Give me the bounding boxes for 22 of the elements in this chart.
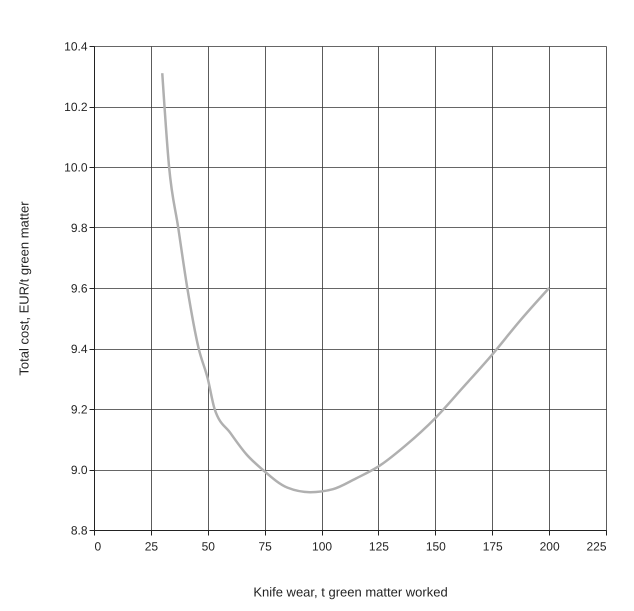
x-tick-label: 100 — [312, 540, 332, 554]
x-axis-title: Knife wear, t green matter worked — [253, 584, 448, 600]
y-tick-label: 9.8 — [70, 221, 88, 235]
x-tick-label: 200 — [540, 540, 560, 554]
x-tick-label: 50 — [202, 540, 216, 554]
x-tick-label: 25 — [144, 540, 158, 554]
y-tick-label: 8.8 — [70, 524, 88, 538]
x-tick-label: 0 — [94, 540, 102, 554]
y-tick-label: 9.6 — [70, 282, 88, 296]
x-tick-label: 225 — [586, 540, 607, 554]
y-tick-label: 9.4 — [70, 342, 88, 356]
x-tick-label: 125 — [368, 540, 390, 554]
y-tick-label: 10.4 — [64, 40, 88, 54]
line-series — [161, 72, 550, 494]
y-tick-label: 9.0 — [70, 463, 88, 477]
y-tick-label: 10.2 — [64, 100, 88, 114]
y-axis-title: Total cost, EUR/t green matter — [16, 200, 32, 376]
x-tick-label: 175 — [482, 540, 504, 554]
x-tick-label: 75 — [258, 540, 272, 554]
y-tick-label: 10.0 — [64, 160, 88, 174]
x-tick-label: 150 — [426, 540, 446, 554]
y-tick-label: 9.2 — [70, 402, 88, 416]
